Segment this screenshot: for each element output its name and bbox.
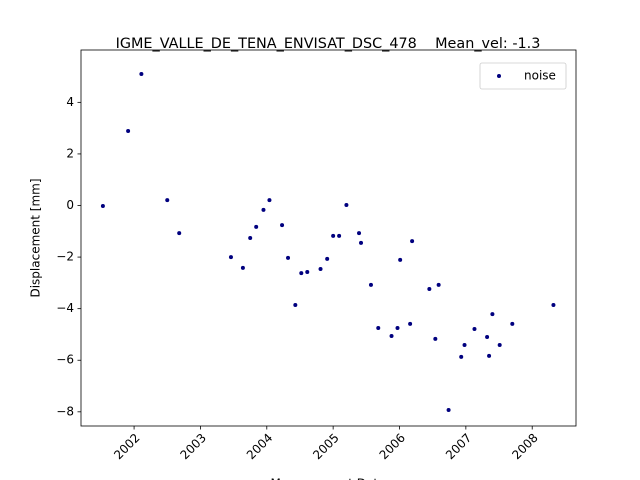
y-tick-label: −4	[56, 301, 74, 315]
data-point	[331, 233, 336, 238]
data-point	[472, 327, 477, 332]
data-point	[459, 354, 464, 359]
data-point	[389, 333, 394, 338]
data-point	[165, 198, 170, 203]
y-tick-label: 0	[66, 198, 74, 212]
data-point	[497, 343, 502, 348]
plot-frame	[80, 49, 577, 427]
data-point	[376, 326, 381, 331]
data-point	[344, 202, 349, 207]
y-axis-label: Displacement [mm]	[29, 178, 43, 297]
legend-marker	[497, 74, 501, 78]
data-point	[318, 266, 323, 271]
legend-label: noise	[524, 69, 556, 83]
data-point	[240, 265, 245, 270]
y-tick-label: −8	[56, 404, 74, 418]
data-point	[368, 282, 373, 287]
data-point	[280, 223, 285, 228]
data-point	[510, 321, 515, 326]
y-tick-label: 4	[66, 95, 74, 109]
x-axis-label: Measurement Date	[271, 477, 386, 480]
data-point	[446, 408, 451, 413]
data-point	[299, 271, 304, 276]
data-point	[551, 303, 556, 308]
data-point	[359, 240, 364, 245]
data-point	[293, 303, 298, 308]
data-point	[462, 343, 467, 348]
data-point	[398, 257, 403, 262]
data-point	[433, 336, 438, 341]
y-tick-label: 2	[66, 146, 74, 160]
data-point	[337, 233, 342, 238]
data-point	[139, 71, 144, 76]
data-point	[490, 312, 495, 317]
data-point	[427, 287, 432, 292]
data-point	[100, 204, 105, 209]
data-point	[248, 236, 253, 240]
data-point	[408, 321, 413, 326]
data-point	[395, 326, 400, 331]
data-point	[286, 255, 291, 260]
y-tick-label: −6	[56, 353, 74, 367]
data-point	[261, 207, 266, 212]
data-point	[254, 224, 259, 229]
y-tick-label: −2	[56, 250, 74, 264]
data-point	[410, 239, 415, 244]
data-point	[436, 282, 441, 287]
data-point	[177, 231, 182, 236]
chart-title: IGME_VALLE_DE_TENA_ENVISAT_DSC_478 Mean_…	[116, 36, 541, 52]
data-point	[228, 255, 233, 260]
data-point	[325, 256, 330, 261]
data-point	[485, 335, 490, 340]
data-point	[267, 198, 272, 203]
data-point	[487, 353, 492, 358]
legend-box	[479, 62, 567, 90]
data-point	[305, 270, 310, 275]
data-point	[357, 231, 362, 236]
data-point	[126, 128, 131, 133]
